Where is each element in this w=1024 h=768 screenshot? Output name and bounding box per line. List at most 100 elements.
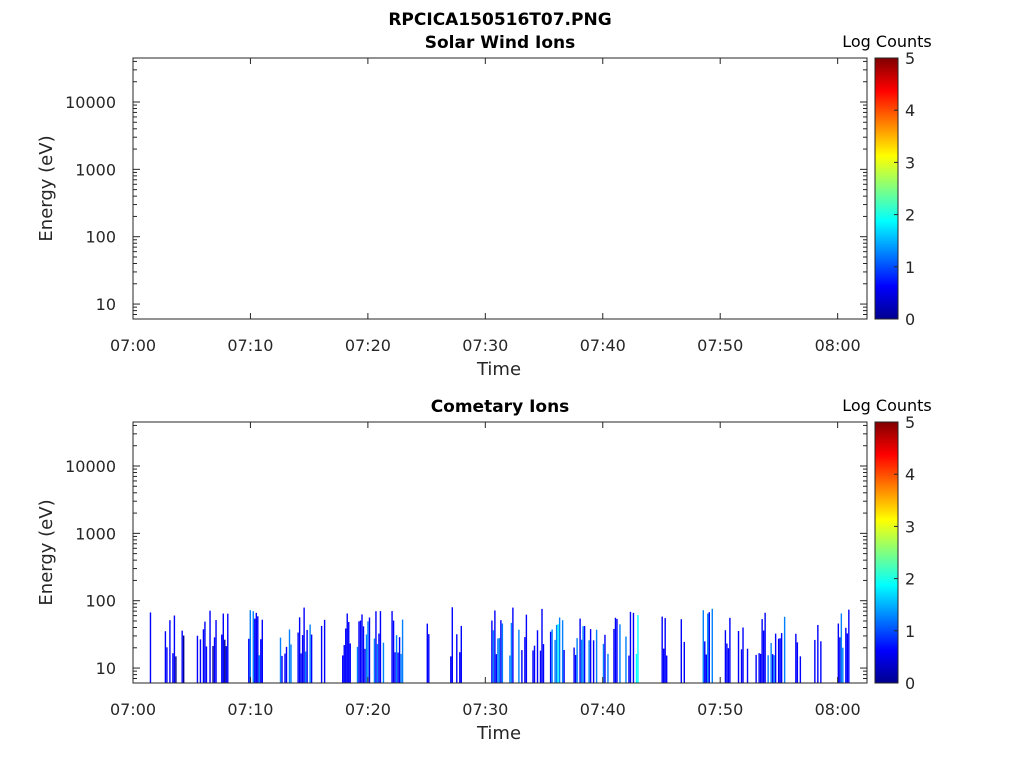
spectrogram-column — [632, 612, 635, 683]
spectrogram-column — [257, 616, 259, 683]
colorbar-tick-label: 0 — [905, 310, 915, 329]
spectrogram-column — [665, 655, 668, 683]
spectrogram-column — [662, 648, 665, 683]
spectrogram-column — [378, 633, 380, 683]
spectrogram-column — [616, 618, 618, 683]
x-tick-label: 07:40 — [580, 336, 626, 355]
x-axis-label: Time — [476, 359, 521, 380]
spectrogram-column — [260, 639, 262, 683]
spectrogram-column — [509, 655, 511, 683]
spectrogram-column — [342, 655, 344, 683]
spectrogram-column — [773, 655, 775, 683]
spectrogram-column — [549, 631, 552, 683]
spectrogram-column — [301, 635, 304, 683]
spectrogram-column — [279, 637, 282, 683]
spectrogram-column — [536, 630, 539, 683]
axes-frame — [132, 421, 868, 684]
spectrogram-column — [394, 652, 396, 683]
y-tick-label: 10000 — [65, 457, 116, 476]
spectrogram-column — [254, 618, 256, 683]
spectrogram-column — [491, 620, 493, 683]
spectrogram-column — [290, 644, 292, 683]
spectrogram-column — [539, 650, 542, 683]
x-tick-label: 07:50 — [697, 700, 743, 719]
burst-26 — [737, 627, 749, 683]
colorbar-tick-label: 4 — [905, 101, 915, 120]
spectrogram-column — [209, 610, 211, 683]
y-tick-label: 100 — [85, 592, 116, 611]
spectrogram-column — [707, 613, 709, 683]
spectrogram-column — [349, 643, 351, 683]
burst-15 — [426, 623, 430, 683]
spectrogram-column — [820, 641, 822, 683]
spectrogram-column — [629, 611, 632, 683]
spectrogram-column — [839, 637, 841, 683]
figure-title: RPCICA150516T07.PNG — [388, 10, 611, 30]
spectrogram-column — [400, 653, 402, 683]
spectrogram-column — [761, 619, 763, 683]
spectrogram-column — [846, 633, 849, 683]
burst-10 — [320, 619, 326, 683]
spectrogram-column — [554, 639, 556, 683]
colorbar-tick-label: 1 — [905, 258, 915, 277]
spectrogram-column — [704, 641, 706, 683]
spectrogram-column — [795, 633, 797, 683]
spectrogram-column — [356, 646, 359, 683]
burst-18 — [532, 608, 545, 683]
x-tick-label: 07:10 — [227, 700, 273, 719]
spectrogram-column — [391, 611, 393, 683]
spectrogram-column — [589, 629, 592, 683]
spectrogram-column — [625, 636, 627, 683]
spectrogram-column — [726, 643, 728, 683]
spectrogram-column — [774, 633, 777, 683]
spectrogram-column — [770, 643, 772, 683]
spectrogram-column — [365, 634, 368, 683]
y-tick-label: 1000 — [75, 160, 116, 179]
spectrogram-column — [563, 649, 565, 683]
spectrogram-column — [780, 633, 783, 683]
burst-4 — [196, 621, 208, 683]
spectrogram-data — [149, 607, 850, 683]
burst-19 — [549, 617, 565, 683]
spectrogram-column — [705, 654, 707, 683]
burst-29 — [814, 625, 822, 683]
colorbar-label: Log Counts — [842, 32, 932, 51]
spectrogram-column — [166, 647, 168, 683]
spectrogram-column — [149, 612, 152, 683]
spectrogram-column — [495, 654, 498, 683]
spectrogram-column — [451, 607, 453, 683]
colorbar-tick-label: 1 — [905, 622, 915, 641]
spectrogram-column — [227, 613, 229, 683]
spectrogram-column — [376, 644, 379, 683]
panel-title: Solar Wind Ions — [425, 33, 576, 53]
burst-17 — [491, 607, 528, 683]
spectrogram-column — [740, 649, 743, 683]
spectrogram-column — [737, 631, 740, 683]
spectrogram-column — [588, 640, 590, 683]
burst-23 — [680, 619, 685, 683]
x-axis-label: Time — [476, 723, 521, 744]
spectrogram-column — [248, 638, 250, 683]
x-tick-label: 07:00 — [110, 700, 156, 719]
spectrogram-column — [518, 629, 520, 683]
spectrogram-column — [382, 642, 385, 683]
burst-27 — [755, 612, 786, 683]
spectrogram-column — [762, 630, 765, 683]
spectrogram-column — [261, 619, 263, 683]
spectrogram-column — [215, 620, 217, 683]
spectrogram-column — [799, 656, 802, 683]
spectrogram-column — [661, 616, 663, 683]
spectrogram-column — [252, 611, 254, 683]
panel-2: Cometary Ions 07:00 07:10 07:20 07:30 07:40 07… — [36, 396, 932, 744]
spectrogram-column — [375, 611, 377, 683]
spectrogram-column — [558, 617, 561, 683]
colorbar-tick-label: 3 — [905, 517, 915, 536]
spectrogram-column — [573, 647, 575, 683]
x-tick-label: 07:20 — [345, 700, 391, 719]
spectrogram-column — [450, 656, 452, 683]
colorbar-tick-label: 4 — [905, 465, 915, 484]
spectrogram-column — [664, 618, 666, 683]
spectrogram-column — [255, 612, 257, 683]
spectrogram-column — [196, 635, 199, 683]
